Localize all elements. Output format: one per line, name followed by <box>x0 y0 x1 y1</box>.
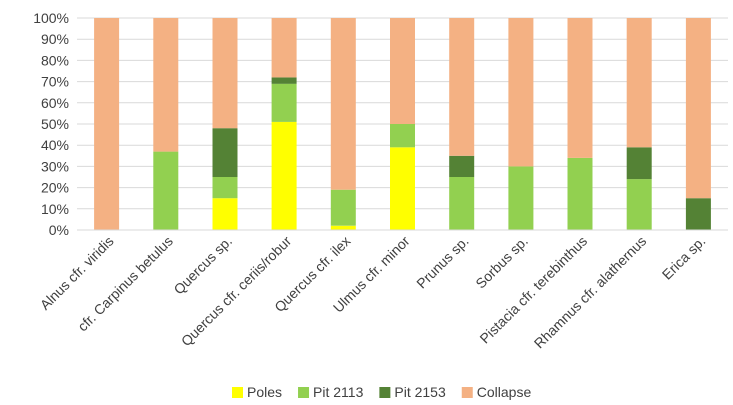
legend: Poles Pit 2113 Pit 2153 Collapse <box>232 384 531 400</box>
bar-segment <box>626 179 652 230</box>
y-axis-tick-labels: 0% 10% 20% 30% 40% 50% 60% 70% 80% 90% 100% <box>33 10 69 238</box>
y-tick-label: 90% <box>41 31 69 47</box>
legend-swatch <box>379 387 391 398</box>
bar-segment <box>330 225 356 230</box>
y-tick-label: 40% <box>41 137 69 153</box>
bar-segment <box>449 155 475 177</box>
y-tick-label: 80% <box>41 52 69 68</box>
bar-segment <box>626 18 652 148</box>
bar-segment <box>508 18 534 167</box>
x-category-label: Quercus sp. <box>170 233 235 298</box>
legend-swatch <box>298 387 310 398</box>
x-category-label: Sorbus sp. <box>472 233 531 292</box>
bar-segment <box>390 147 415 230</box>
bar-segment <box>212 177 238 199</box>
bar-segment <box>153 151 179 230</box>
bar-segment <box>685 18 711 199</box>
x-category-label: Prunus sp. <box>413 233 472 292</box>
bar-segment <box>330 18 356 190</box>
bar-segment <box>390 18 415 124</box>
legend-swatch <box>461 387 473 398</box>
bar-segment <box>271 83 297 122</box>
bar-segment <box>449 177 475 230</box>
x-category-label: Quercus cfr. ceriis/robur <box>178 233 295 350</box>
bar-segment <box>390 124 415 148</box>
y-tick-label: 100% <box>33 10 69 26</box>
bar-segment <box>567 18 593 158</box>
legend-label: Pit 2153 <box>394 384 446 400</box>
bar-segment <box>567 157 593 230</box>
y-tick-label: 0% <box>49 222 69 238</box>
bar-segment <box>508 166 534 230</box>
x-category-label: Rhamnus cfr. alathernus <box>531 233 650 352</box>
y-tick-label: 60% <box>41 95 69 111</box>
bar-segment <box>212 18 238 129</box>
y-tick-label: 10% <box>41 201 69 217</box>
bar-segment <box>330 189 356 226</box>
legend-label: Poles <box>247 384 282 400</box>
bar-segment <box>271 18 297 78</box>
y-tick-label: 20% <box>41 180 69 196</box>
x-category-label: Erica sp. <box>659 233 709 283</box>
bar-segment <box>271 77 297 84</box>
bar-segment <box>685 198 711 230</box>
bar-segment <box>449 18 475 156</box>
bar-segment <box>271 121 297 230</box>
bars <box>94 18 711 230</box>
y-tick-label: 50% <box>41 116 69 132</box>
bar-segment <box>153 18 179 152</box>
y-tick-label: 70% <box>41 74 69 90</box>
x-category-label: Pistacia cfr. terebinthus <box>476 233 590 347</box>
legend-swatch <box>232 387 243 398</box>
bar-segment <box>212 128 238 177</box>
legend-label: Collapse <box>477 384 532 400</box>
bar-segment <box>94 18 120 230</box>
bar-segment <box>626 147 652 180</box>
y-tick-label: 30% <box>41 158 69 174</box>
legend-label: Pit 2113 <box>313 384 364 400</box>
bar-segment <box>212 198 238 230</box>
